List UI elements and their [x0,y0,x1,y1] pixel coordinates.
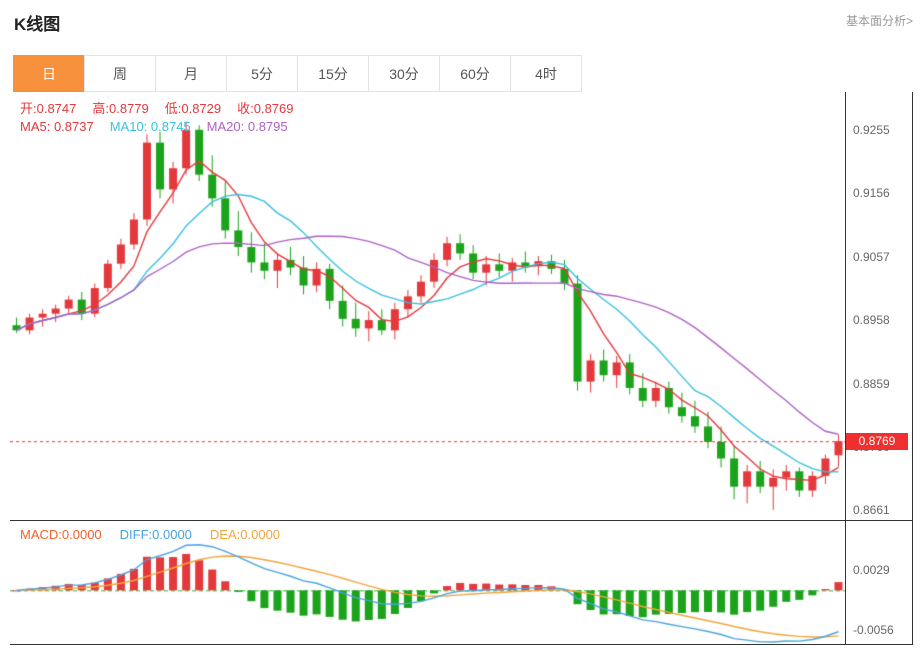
y-axis-label: 0.9057 [853,249,890,264]
macd-legend: MACD:0.0000 DIFF:0.0000 DEA:0.0000 [20,527,280,542]
tab-week[interactable]: 周 [84,55,156,92]
macd-value: MACD:0.0000 [20,527,102,542]
tab-30min[interactable]: 30分 [368,55,440,92]
tab-60min[interactable]: 60分 [439,55,511,92]
tab-15min[interactable]: 15分 [297,55,369,92]
page-title: K线图 [14,15,61,34]
ohlc-legend: 开:0.8747 高:0.8779 低:0.8729 收:0.8769 [20,98,294,117]
low-value: 低:0.8729 [164,101,222,116]
tab-day[interactable]: 日 [13,55,85,92]
fundamental-analysis-link[interactable]: 基本面分析> [845,14,913,28]
open-value: 开:0.8747 [20,101,77,116]
ma5-value: MA5: 0.8737 [20,119,94,134]
tab-5min[interactable]: 5分 [226,55,298,92]
chart-area: 0.92550.91560.90570.89580.88590.87600.86… [10,92,913,645]
close-value: 收:0.8769 [237,101,294,116]
y-axis-label: 0.8958 [853,313,890,328]
y-axis-label: 0.9156 [853,186,890,201]
y-axis-label: 0.9255 [853,122,890,137]
ma-legend: MA5: 0.8737 MA10: 0.8745 MA20: 0.8795 [20,119,288,134]
candlestick-canvas[interactable] [10,92,845,520]
ma20-value: MA20: 0.8795 [206,119,288,134]
y-axis-label: 0.8661 [853,503,890,518]
tab-month[interactable]: 月 [155,55,227,92]
current-price-badge: 0.8769 [846,433,908,451]
tab-4hour[interactable]: 4时 [510,55,582,92]
macd-canvas[interactable] [10,521,845,645]
macd-axis-label: 0.0029 [853,563,890,578]
high-value: 高:0.8779 [92,101,149,116]
y-axis-label: 0.8859 [853,376,890,391]
panel-divider [10,520,913,521]
ma10-value: MA10: 0.8745 [109,119,191,134]
diff-value: DIFF:0.0000 [119,527,192,542]
price-axis: 0.92550.91560.90570.89580.88590.87600.86… [845,92,913,645]
macd-axis-label: -0.0056 [853,622,894,637]
dea-value: DEA:0.0000 [209,527,281,542]
period-tabs: 日 周 月 5分 15分 30分 60分 4时 [13,55,582,92]
